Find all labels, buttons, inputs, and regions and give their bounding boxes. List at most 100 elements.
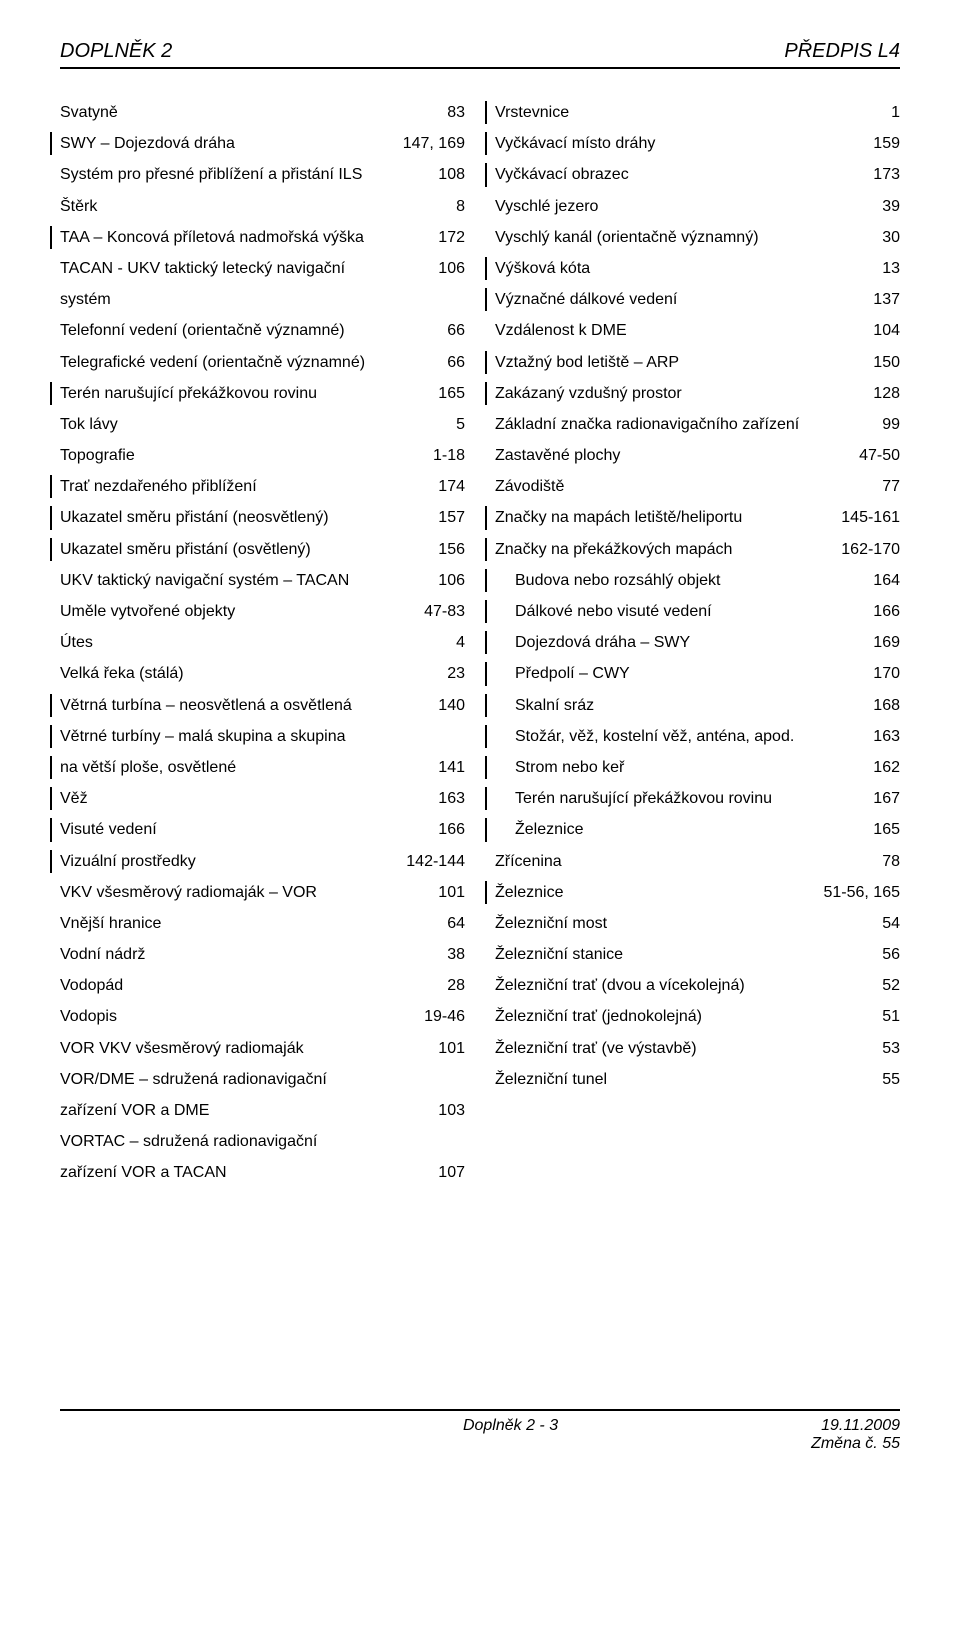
index-page: 8 <box>405 191 465 222</box>
page-header: DOPLNĚK 2 PŘEDPIS L4 <box>60 40 900 69</box>
footer-center: Doplněk 2 - 3 <box>210 1417 811 1435</box>
index-page: 1 <box>840 97 900 128</box>
index-row: Systém pro přesné přiblížení a přistání … <box>60 159 465 190</box>
index-page: 140 <box>405 690 465 721</box>
index-page: 47-50 <box>840 440 900 471</box>
index-page: 5 <box>405 409 465 440</box>
index-label: Vyčkávací místo dráhy <box>495 128 840 159</box>
index-page: 128 <box>840 378 900 409</box>
index-row: Vizuální prostředky142-144 <box>60 846 465 877</box>
index-row: Vodní nádrž38 <box>60 939 465 970</box>
index-label: Vnější hranice <box>60 908 405 939</box>
index-row: Vodopis19-46 <box>60 1001 465 1032</box>
index-label: VKV všesměrový radiomaják – VOR <box>60 877 405 908</box>
index-row: Telefonní vedení (orientačně významné)66 <box>60 315 465 346</box>
index-page: 104 <box>840 315 900 346</box>
index-label: Železniční trať (dvou a vícekolejná) <box>495 970 840 1001</box>
index-row: Trať nezdařeného přiblížení174 <box>60 471 465 502</box>
index-row: VKV všesměrový radiomaják – VOR101 <box>60 877 465 908</box>
index-label: VORTAC – sdružená radionavigační <box>60 1126 405 1157</box>
index-row: Vyschlé jezero39 <box>495 191 900 222</box>
index-page: 39 <box>840 191 900 222</box>
index-page: 173 <box>840 159 900 190</box>
index-page: 172 <box>405 222 465 253</box>
index-page: 168 <box>840 690 900 721</box>
index-page: 52 <box>840 970 900 1001</box>
index-page: 141 <box>405 752 465 783</box>
index-row: Uměle vytvořené objekty47-83 <box>60 596 465 627</box>
index-row: UKV taktický navigační systém – TACAN106 <box>60 565 465 596</box>
index-page: 54 <box>840 908 900 939</box>
index-page: 106 <box>405 253 465 284</box>
index-page: 163 <box>840 721 900 752</box>
index-label: Vodopis <box>60 1001 405 1032</box>
index-row: Železniční trať (jednokolejná)51 <box>495 1001 900 1032</box>
index-page: 4 <box>405 627 465 658</box>
index-page: 30 <box>840 222 900 253</box>
index-page: 53 <box>840 1033 900 1064</box>
index-row: Předpolí – CWY170 <box>495 658 900 689</box>
footer-change: Změna č. 55 <box>811 1435 900 1453</box>
index-page: 64 <box>405 908 465 939</box>
index-label: Věž <box>60 783 405 814</box>
index-page: 145-161 <box>840 502 900 533</box>
index-label: Dojezdová dráha – SWY <box>495 627 840 658</box>
index-label: Značky na překážkových mapách <box>495 534 840 565</box>
index-label: Topografie <box>60 440 405 471</box>
index-label: Ukazatel směru přistání (osvětlený) <box>60 534 405 565</box>
header-left: DOPLNĚK 2 <box>60 40 172 63</box>
index-label: Vodní nádrž <box>60 939 405 970</box>
index-row: Ukazatel směru přistání (neosvětlený)157 <box>60 502 465 533</box>
index-row: Železniční most54 <box>495 908 900 939</box>
index-row: Výšková kóta13 <box>495 253 900 284</box>
index-page: 165 <box>405 378 465 409</box>
index-row: VOR/DME – sdružená radionavigační <box>60 1064 465 1095</box>
index-row: Dojezdová dráha – SWY169 <box>495 627 900 658</box>
index-row: Zakázaný vzdušný prostor128 <box>495 378 900 409</box>
index-label: Značky na mapách letiště/heliportu <box>495 502 840 533</box>
index-row: TAA – Koncová příletová nadmořská výška1… <box>60 222 465 253</box>
index-label: Železniční most <box>495 908 840 939</box>
index-row: Vyschlý kanál (orientačně významný)30 <box>495 222 900 253</box>
index-page: 1-18 <box>405 440 465 471</box>
index-label: Budova nebo rozsáhlý objekt <box>495 565 840 596</box>
index-row: Závodiště77 <box>495 471 900 502</box>
index-columns: Svatyně83SWY – Dojezdová dráha147, 169Sy… <box>60 97 900 1189</box>
index-row: VORTAC – sdružená radionavigační <box>60 1126 465 1157</box>
index-page: 19-46 <box>405 1001 465 1032</box>
index-row: Vyčkávací místo dráhy159 <box>495 128 900 159</box>
index-row: zařízení VOR a TACAN107 <box>60 1157 465 1188</box>
index-row: Tok lávy5 <box>60 409 465 440</box>
index-row: Železniční stanice56 <box>495 939 900 970</box>
index-label: Vzdálenost k DME <box>495 315 840 346</box>
index-label: Železnice <box>495 877 823 908</box>
index-row: na větší ploše, osvětlené141 <box>60 752 465 783</box>
index-label: Železnice <box>495 814 840 845</box>
index-label: Základní značka radionavigačního zařízen… <box>495 409 840 440</box>
index-page: 156 <box>405 534 465 565</box>
index-label: Větrné turbíny – malá skupina a skupina <box>60 721 405 752</box>
index-row: Značky na mapách letiště/heliportu145-16… <box>495 502 900 533</box>
index-page: 174 <box>405 471 465 502</box>
index-label: Vyschlé jezero <box>495 191 840 222</box>
index-page: 66 <box>405 315 465 346</box>
index-label: Vyschlý kanál (orientačně významný) <box>495 222 840 253</box>
index-label: Předpolí – CWY <box>495 658 840 689</box>
left-column: Svatyně83SWY – Dojezdová dráha147, 169Sy… <box>60 97 465 1189</box>
right-column: Vrstevnice1Vyčkávací místo dráhy159Vyčká… <box>495 97 900 1189</box>
index-page: 38 <box>405 939 465 970</box>
index-row: Ukazatel směru přistání (osvětlený)156 <box>60 534 465 565</box>
index-row: Vodopád28 <box>60 970 465 1001</box>
index-page: 78 <box>840 846 900 877</box>
index-label: Telegrafické vedení (orientačně významné… <box>60 347 405 378</box>
index-label: Strom nebo keř <box>495 752 840 783</box>
index-page: 142-144 <box>405 846 465 877</box>
index-page: 101 <box>405 1033 465 1064</box>
index-label: Vztažný bod letiště – ARP <box>495 347 840 378</box>
index-label: Terén narušující překážkovou rovinu <box>60 378 405 409</box>
index-row: Železnice51-56, 165 <box>495 877 900 908</box>
index-row: Železniční trať (dvou a vícekolejná)52 <box>495 970 900 1001</box>
index-label: Systém pro přesné přiblížení a přistání … <box>60 159 405 190</box>
index-page: 56 <box>840 939 900 970</box>
index-row: SWY – Dojezdová dráha147, 169 <box>60 128 465 159</box>
